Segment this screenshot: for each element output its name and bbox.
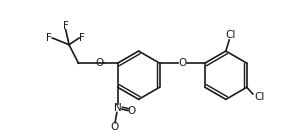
Text: N: N: [114, 103, 121, 113]
Text: Cl: Cl: [226, 30, 236, 40]
Text: F: F: [79, 33, 85, 43]
Text: O: O: [95, 58, 103, 68]
Text: F: F: [46, 33, 52, 43]
Text: O: O: [178, 58, 186, 68]
Text: Cl: Cl: [254, 92, 265, 102]
Text: F: F: [63, 21, 69, 31]
Text: O: O: [110, 122, 118, 132]
Text: O: O: [128, 106, 136, 116]
